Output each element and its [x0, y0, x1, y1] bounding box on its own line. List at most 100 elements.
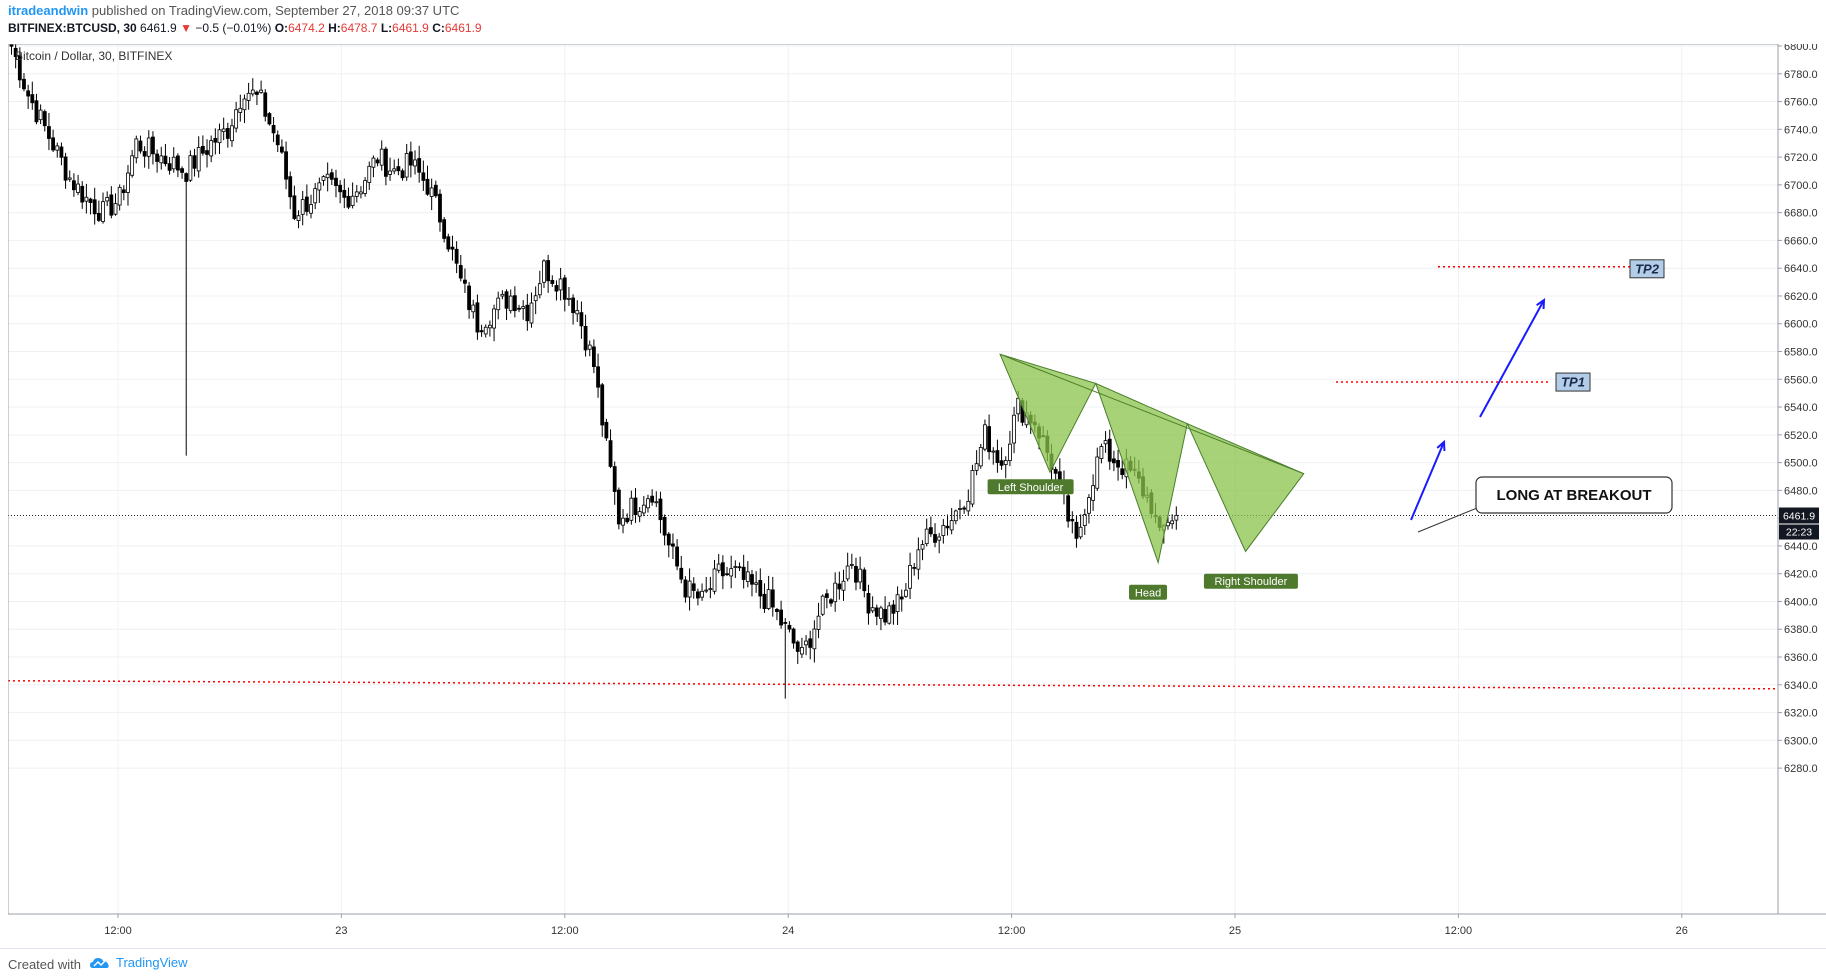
candle-body [937, 536, 942, 541]
candle-body [80, 185, 85, 203]
candle-body [533, 295, 538, 302]
candle-body [683, 579, 688, 598]
candle-body [42, 111, 47, 127]
candle-body [862, 569, 867, 592]
candle-body [849, 564, 854, 566]
candle-body [837, 583, 842, 590]
candle-body [433, 184, 438, 197]
candle-body [571, 297, 575, 314]
candle-body [309, 204, 313, 214]
candle-body [467, 285, 472, 311]
candle-body [904, 589, 908, 597]
candle-body [729, 568, 734, 577]
candle-body [891, 604, 896, 614]
candle-body [446, 236, 451, 250]
candle-body [512, 295, 517, 312]
time-axis[interactable]: 12:002312:002412:002512:002612:002712:00… [104, 914, 1826, 937]
candle-body [213, 137, 218, 143]
candle-body [413, 159, 417, 167]
y-tick-label: 6320.0 [1784, 708, 1818, 720]
candle-body [47, 126, 51, 139]
candle-body [1087, 497, 1091, 514]
y-tick-label: 6340.0 [1784, 680, 1818, 692]
candle-body [259, 89, 264, 93]
candle-body [970, 470, 975, 505]
candle-body [17, 54, 22, 81]
candle-body [750, 574, 754, 585]
candle-body [550, 279, 555, 284]
candle-body [1066, 495, 1071, 522]
candle-body [1103, 440, 1108, 445]
candle-body [117, 186, 122, 206]
candle-body [708, 588, 713, 591]
candle-body [974, 463, 979, 471]
candle-body [338, 184, 343, 193]
open-label: O: [274, 21, 289, 35]
candle-body [146, 137, 151, 157]
candle-body [820, 595, 825, 615]
candle-body [504, 291, 509, 309]
candle-body [658, 498, 663, 521]
candle-body [105, 197, 110, 202]
candle-body [895, 594, 900, 612]
candle-body [321, 176, 326, 181]
candle-body [912, 567, 917, 569]
y-tick-label: 6700.0 [1784, 180, 1818, 192]
candle-body [833, 582, 838, 603]
candle-body [363, 180, 368, 194]
candle-body [646, 498, 650, 509]
price-change: −0.5 (−0.01%) [195, 21, 272, 35]
tradingview-logo[interactable]: TradingView [90, 955, 188, 970]
candle-body [633, 497, 638, 516]
ohlc-info: BITFINEX:BTCUSD, 30 6461.9 ▼ −0.5 (−0.01… [8, 21, 482, 35]
candle-body [234, 109, 239, 129]
tp2-arrow-head [1536, 297, 1546, 310]
candle-body [317, 182, 322, 191]
candle-body [167, 163, 172, 171]
candle-body [916, 549, 921, 570]
chart-area[interactable]: Left Shoulder Head Right Shoulder TP1 TP2 LON… [8, 44, 1826, 947]
y-tick-label: 6560.0 [1784, 374, 1818, 386]
candle-body [575, 309, 580, 315]
candle-body [1120, 468, 1125, 475]
price-axis[interactable]: 6800.0 6780.0 6760.0 6740.0 6720.0 6700.0 6680… [1778, 44, 1819, 775]
candle-body [953, 510, 958, 522]
candle-body [400, 170, 405, 179]
candle-body [845, 565, 850, 580]
candle-body [63, 156, 68, 181]
drawings: Left Shoulder Head Right Shoulder TP1 TP2 LON… [8, 259, 1779, 690]
candle-body [908, 565, 912, 589]
candle-body [879, 607, 883, 619]
candle-body [546, 260, 551, 282]
candle-body [492, 308, 496, 329]
candle-body [184, 173, 189, 182]
candle-body [637, 511, 642, 517]
candle-body [991, 450, 996, 453]
candle-body [770, 589, 775, 608]
candle-body [779, 609, 783, 626]
candle-body [55, 145, 60, 151]
candle-body [824, 593, 829, 598]
candle-body [367, 165, 372, 183]
candle-body [666, 533, 671, 546]
candle-body [600, 384, 605, 426]
price-chart[interactable]: Left Shoulder Head Right Shoulder TP1 TP2 LON… [8, 44, 1826, 947]
candle-body [388, 170, 392, 175]
y-tick-label: 6440.0 [1784, 541, 1818, 553]
candle-body [621, 517, 625, 526]
low-label: L: [380, 21, 393, 35]
candle-body [225, 128, 230, 139]
author-link[interactable]: itradeandwin [8, 3, 89, 18]
candle-body [475, 302, 480, 333]
y-tick-label: 6600.0 [1784, 319, 1818, 331]
candle-body [866, 593, 871, 614]
candle-body [700, 590, 704, 598]
left-shoulder-label-bg [987, 479, 1074, 495]
candle-body [616, 489, 621, 525]
candle-body [874, 607, 879, 617]
callout-text: LONG AT BREAKOUT [1497, 487, 1652, 504]
y-tick-label: 6740.0 [1784, 124, 1818, 136]
candle-body [562, 277, 567, 300]
tp2-arrow [1479, 299, 1545, 418]
candle-body [928, 527, 933, 535]
